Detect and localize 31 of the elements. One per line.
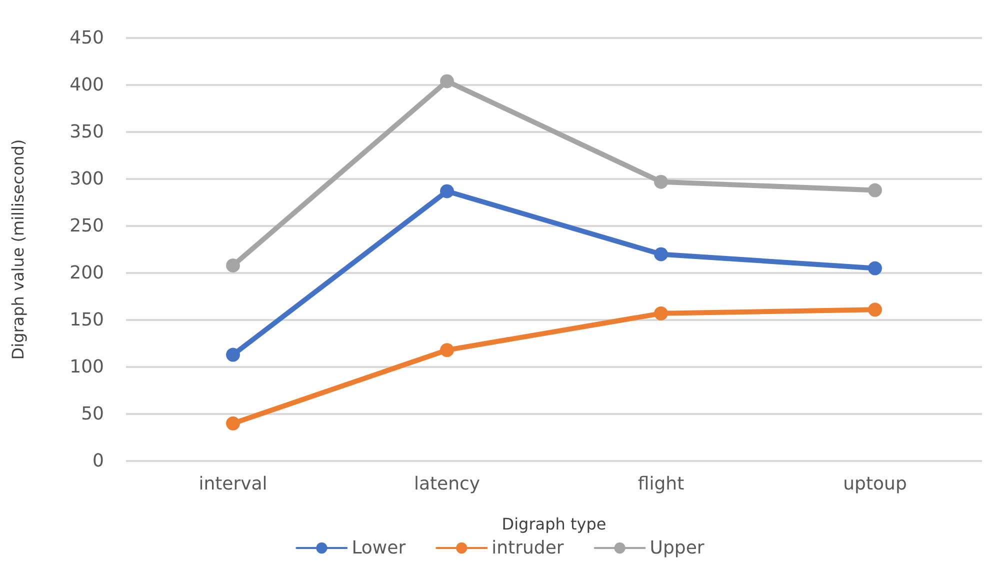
point xyxy=(440,74,454,88)
point xyxy=(868,302,882,317)
point xyxy=(226,348,240,362)
x-tick-label: uptoup xyxy=(843,474,907,494)
x-tick-label: interval xyxy=(198,474,268,494)
y-tick-label: 400 xyxy=(70,74,104,96)
y-tick-label: 200 xyxy=(70,262,104,284)
legend-label: Lower xyxy=(352,538,406,558)
y-tick-label: 50 xyxy=(81,404,104,424)
point xyxy=(654,247,668,262)
point xyxy=(654,174,668,189)
legend-label: intruder xyxy=(492,538,564,558)
point xyxy=(654,306,668,320)
point xyxy=(868,183,882,198)
y-tick-label: 0 xyxy=(92,450,104,472)
point xyxy=(868,261,882,276)
y-tick-label: 150 xyxy=(70,310,104,330)
y-tick-label: 100 xyxy=(70,356,104,378)
y-tick-label: 250 xyxy=(70,216,104,236)
y-tick-label: 300 xyxy=(70,168,104,190)
y-axis-title: Digraph value (millisecond) xyxy=(8,139,28,360)
point xyxy=(440,184,454,198)
x-axis-title: Digraph type xyxy=(502,514,606,534)
point xyxy=(440,343,454,358)
point xyxy=(226,416,240,430)
x-tick-label: flight xyxy=(638,474,684,494)
legend-label: Upper xyxy=(650,538,705,558)
y-tick-label: 450 xyxy=(70,28,104,48)
point xyxy=(226,258,240,272)
y-tick-label: 350 xyxy=(70,122,104,142)
x-tick-label: latency xyxy=(414,474,480,494)
